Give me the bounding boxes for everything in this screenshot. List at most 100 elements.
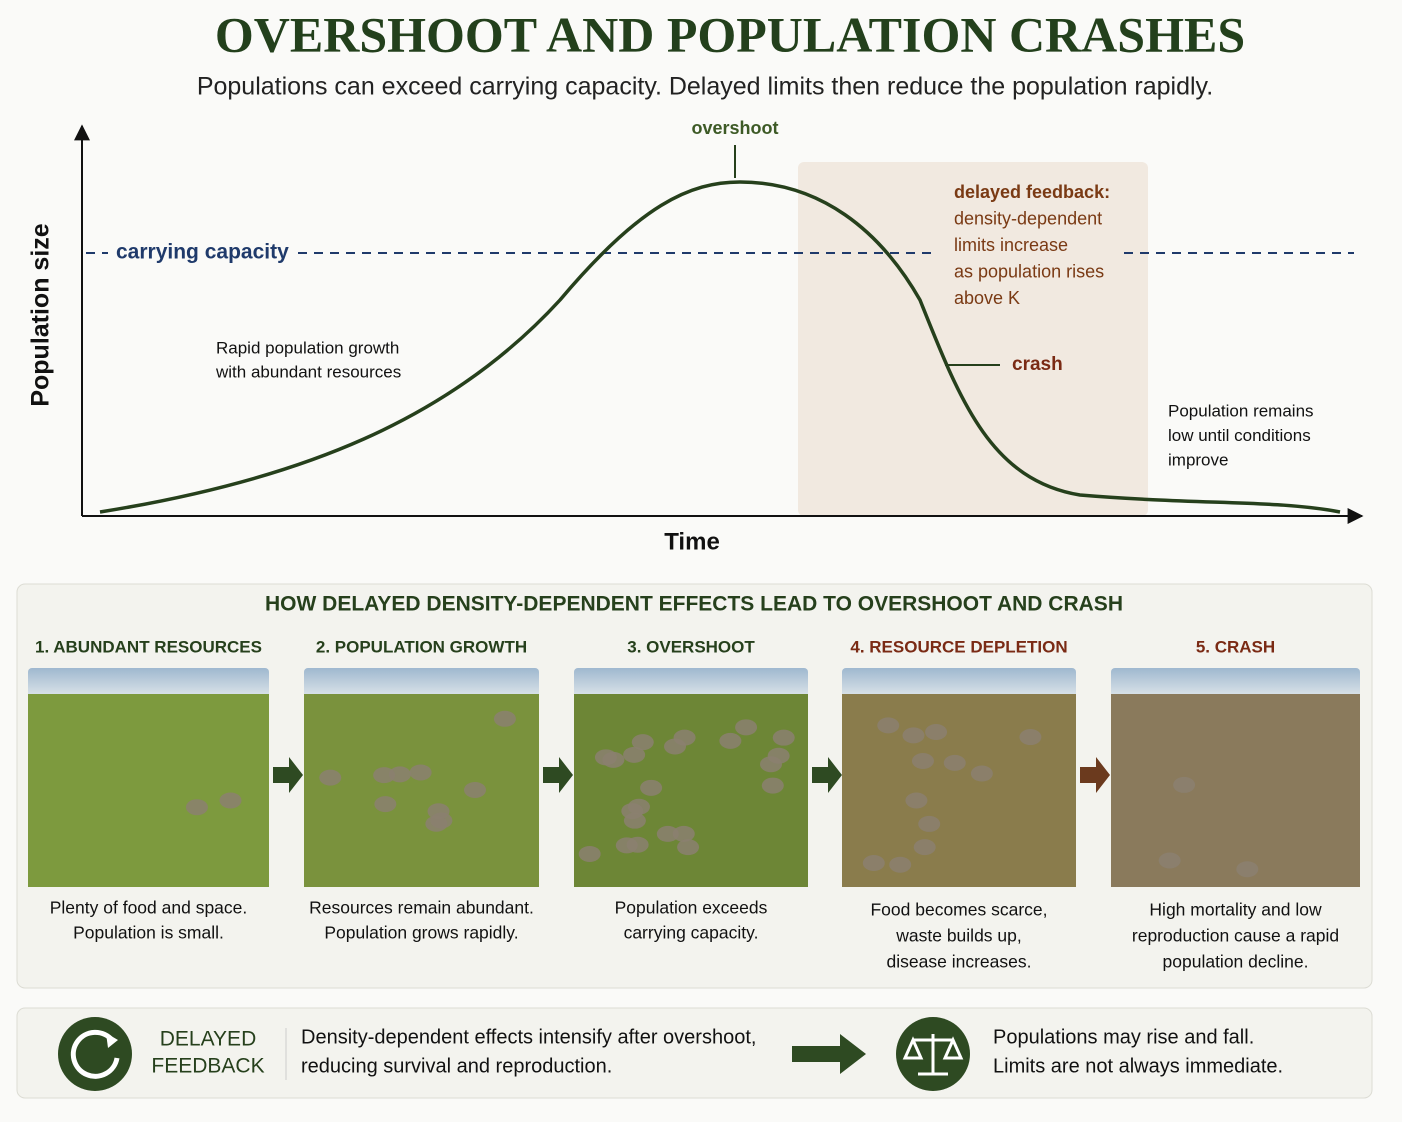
feedback-note: limits increase: [954, 235, 1068, 255]
low-note: low until conditions: [1168, 426, 1311, 445]
crash-label: crash: [1012, 354, 1063, 375]
step-photo-animal: [623, 812, 646, 829]
feedback-note: as population rises: [954, 261, 1104, 281]
step-caption: Food becomes scarce,: [870, 900, 1047, 920]
step-photo-animal: [1236, 861, 1259, 878]
cycle-glyph: [70, 1029, 120, 1079]
step-caption: carrying capacity.: [624, 923, 759, 943]
step-photo-sky: [28, 668, 269, 698]
step-photo-animal: [409, 764, 432, 781]
step-photo-animal: [631, 734, 654, 751]
step-photo-animal: [677, 839, 700, 856]
step-photo-ground: [28, 694, 269, 887]
step-photo-ground: [1111, 694, 1360, 887]
step-photo-animal: [427, 803, 450, 820]
notes: Rapid population growth with abundant res…: [215, 182, 1314, 470]
step-caption: Population is small.: [73, 923, 224, 943]
step-photo-ground: [304, 694, 539, 887]
step-photo-sky: [304, 668, 539, 698]
step-title: 2. POPULATION GROWTH: [316, 637, 527, 656]
step-photo-animal: [425, 815, 448, 832]
step-caption: population decline.: [1163, 952, 1309, 972]
step-photo-animal: [970, 765, 993, 782]
footer-text: DELAYED FEEDBACK Density-dependent effects…: [151, 1026, 1283, 1077]
footer-text-line: reducing survival and reproduction.: [301, 1055, 612, 1077]
low-note: improve: [1168, 450, 1228, 469]
step-title: 3. OVERSHOOT: [627, 637, 755, 656]
growth-note: with abundant resources: [215, 362, 401, 381]
step-photo-animal: [913, 839, 936, 856]
step-photo-animal: [943, 754, 966, 771]
footer-outcome: Populations may rise and fall.: [993, 1026, 1254, 1048]
footer-panel: [16, 1007, 1373, 1099]
footer-label: DELAYED: [160, 1028, 256, 1051]
cycle-glyph-arrow: [106, 1033, 118, 1048]
population-curve: [99, 180, 1341, 514]
step-caption: waste builds up,: [895, 926, 1022, 946]
step-photo-animal: [656, 825, 679, 842]
step-photo-animal: [902, 727, 925, 744]
footer-label: FEEDBACK: [151, 1055, 264, 1078]
panel-title: HOW DELAYED DENSITY-DEPENDENT EFFECTS LE…: [265, 593, 1123, 616]
step-photo-animal: [464, 781, 487, 798]
step-photo-animal: [877, 717, 900, 734]
step-photo-animal: [889, 856, 912, 873]
step-photo-animal: [373, 767, 396, 784]
step-photo-animal: [672, 825, 695, 842]
footer-outcome: Limits are not always immediate.: [993, 1055, 1283, 1077]
step-photo-sky: [1111, 668, 1360, 698]
footer-text-line: Density-dependent effects intensify afte…: [301, 1026, 756, 1048]
step-title: 5. CRASH: [1196, 637, 1275, 656]
step-photo-animal: [640, 779, 663, 796]
cycle-icon: [58, 1017, 132, 1091]
step-arrow: [812, 757, 842, 793]
step-photo-animal: [493, 710, 516, 727]
step-photo-animal: [719, 732, 742, 749]
step-title: 1. ABUNDANT RESOURCES: [35, 637, 262, 656]
feedback-note: density-dependent: [954, 208, 1102, 228]
step-title: 4. RESOURCE DEPLETION: [850, 637, 1067, 656]
x-label: Time: [664, 528, 720, 555]
step-caption: disease increases.: [887, 952, 1032, 972]
step-caption: Resources remain abundant.: [309, 898, 534, 918]
low-note: Population remains: [1168, 401, 1314, 420]
step-caption: Plenty of food and space.: [50, 898, 248, 918]
step-photo-sky: [842, 668, 1076, 698]
step-photo-sky: [574, 668, 808, 698]
feedback-note: above K: [954, 288, 1020, 308]
peak-label: overshoot: [691, 118, 778, 138]
step-photo-animal: [578, 845, 601, 862]
step-photo-animal: [673, 729, 696, 746]
step-photo-animal: [911, 752, 934, 769]
growth-note: Rapid population growth: [216, 338, 399, 357]
step-photo-animal: [388, 766, 411, 783]
step-photo-animal: [374, 796, 397, 813]
step-photo-animal: [862, 855, 885, 872]
step-caption: reproduction cause a rapid: [1132, 926, 1339, 946]
step-photo-animal: [735, 719, 758, 736]
step-arrow: [1080, 757, 1110, 793]
step-photo-animal: [594, 749, 617, 766]
title: OVERSHOOT AND POPULATION CRASHES: [215, 6, 1245, 62]
step-photo-animal: [761, 777, 784, 794]
step-photo-animal: [918, 815, 941, 832]
step-arrow: [543, 757, 573, 793]
step-photo-animal: [1158, 852, 1181, 869]
step-photo-animal: [767, 747, 790, 764]
step-photo-animal: [185, 799, 208, 816]
step-arrow: [273, 757, 303, 793]
subtitle: Populations can exceed carrying capacity…: [197, 73, 1213, 101]
step-photo-animal: [925, 724, 948, 741]
capacity-label: carrying capacity: [116, 241, 289, 264]
step-caption: Population grows rapidly.: [324, 923, 518, 943]
step-photo-animal: [905, 792, 928, 809]
step-caption: Population exceeds: [615, 898, 768, 918]
step-caption: High mortality and low: [1149, 900, 1322, 920]
step-photo-animal: [615, 837, 638, 854]
footer-arrow: [792, 1034, 866, 1074]
step-photo-animal: [319, 769, 342, 786]
feedback-note: delayed feedback:: [954, 182, 1110, 202]
scale-glyph: [902, 1034, 964, 1076]
step-photo-animal: [623, 746, 646, 763]
